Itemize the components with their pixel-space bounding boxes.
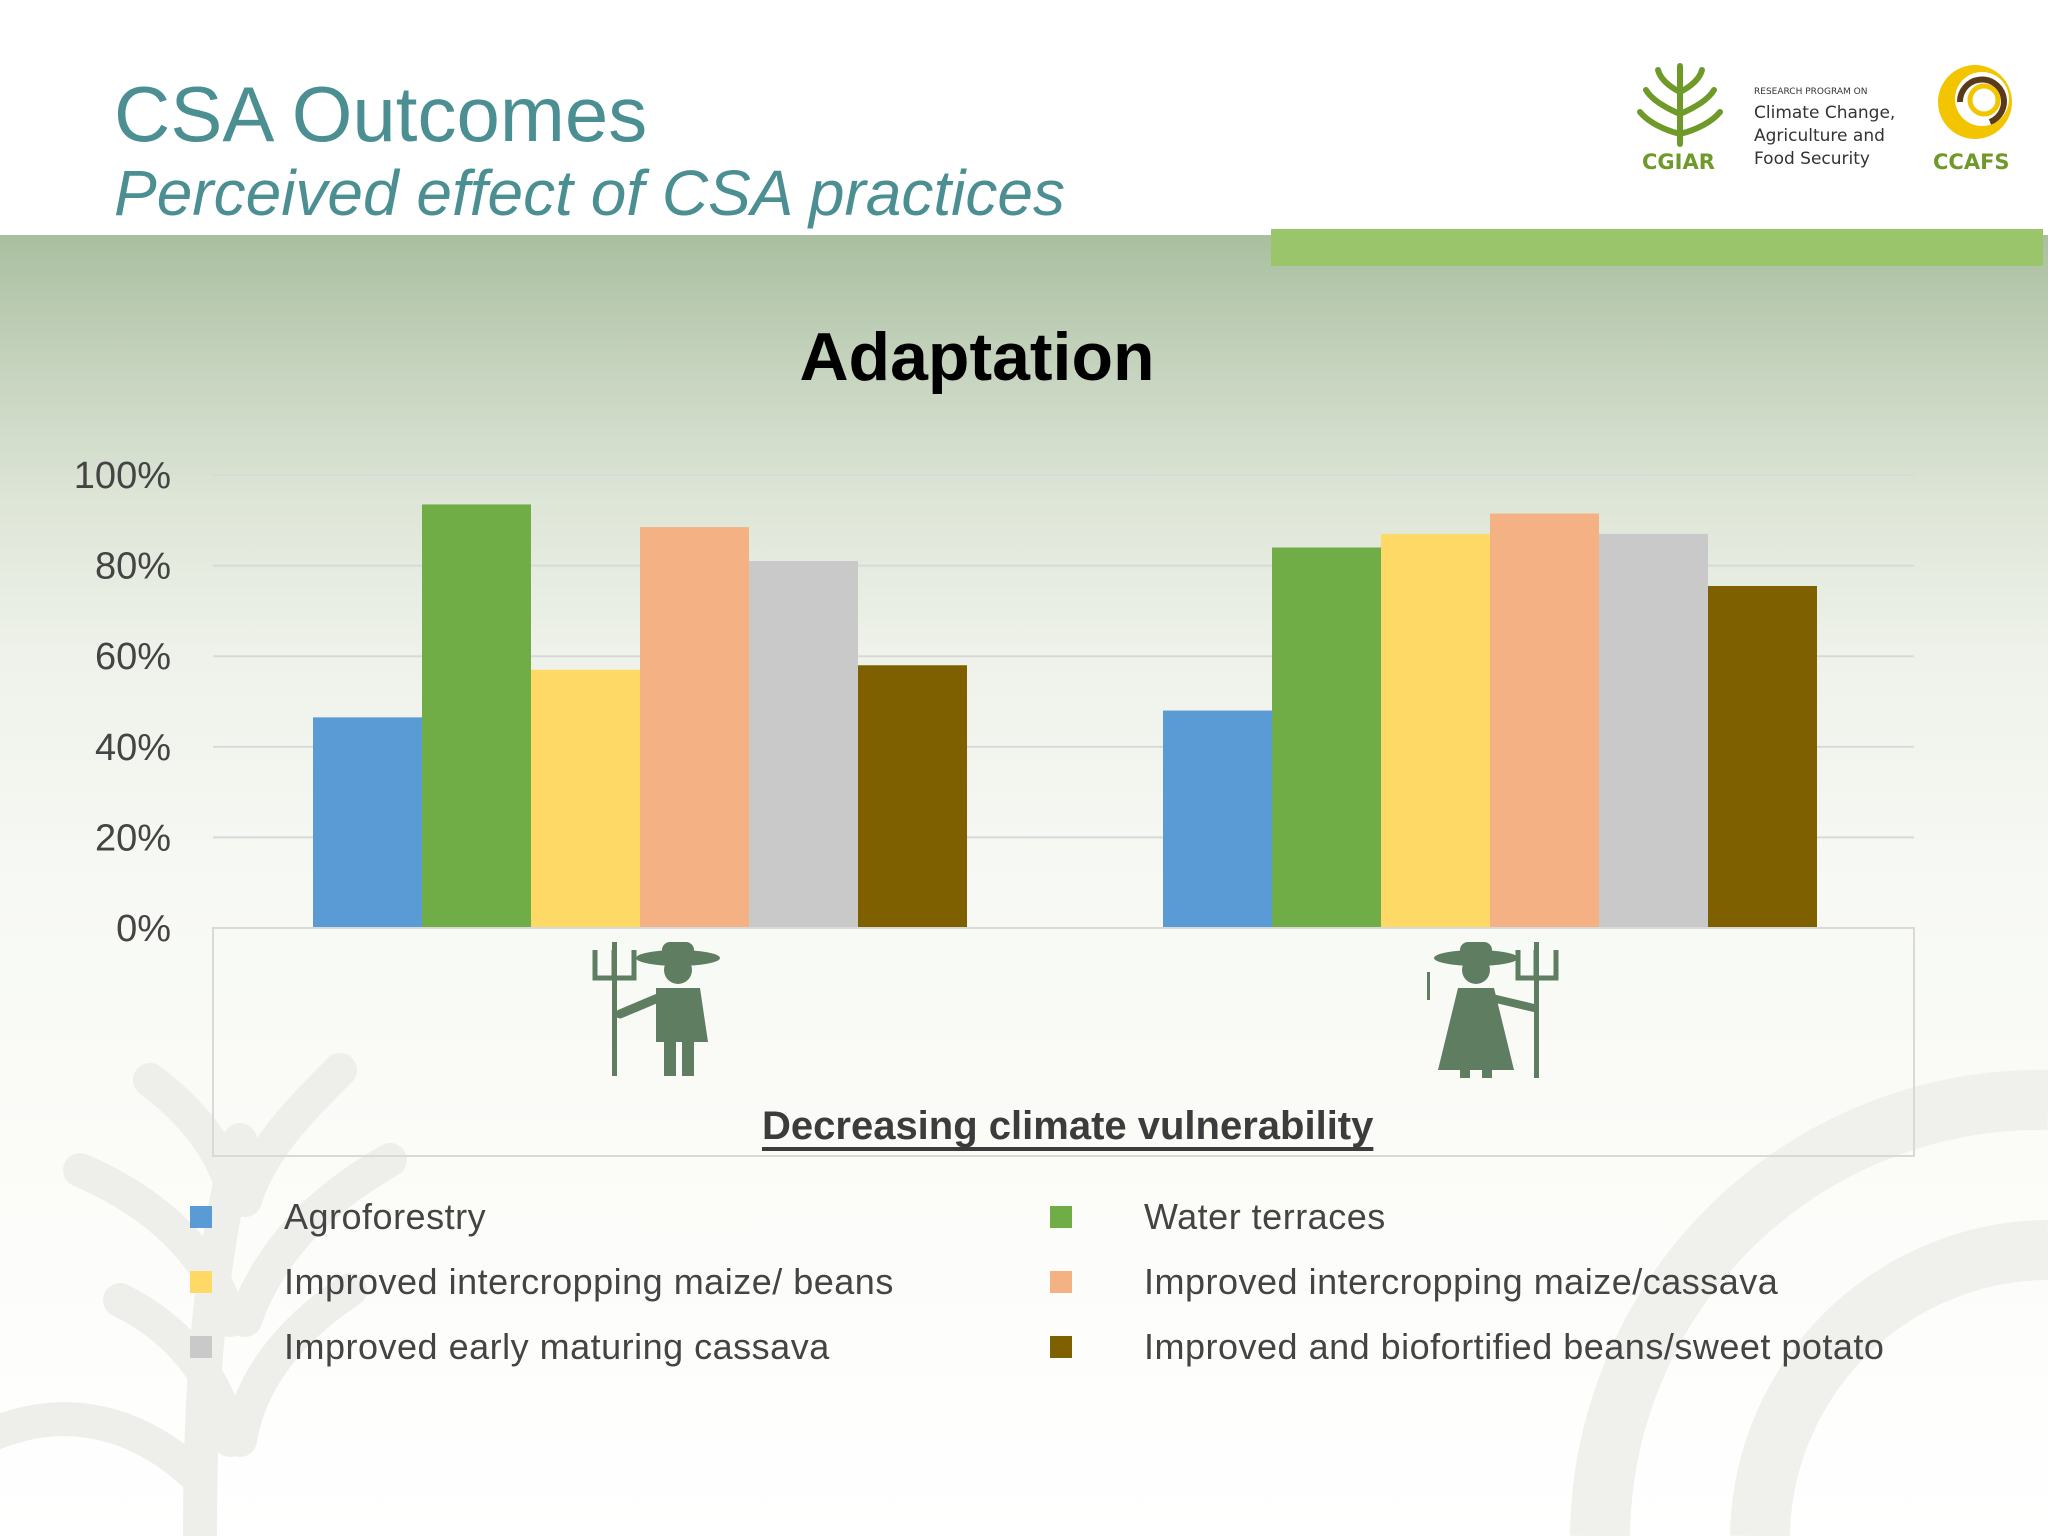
legend-label: Improved intercropping maize/ beans — [284, 1261, 894, 1302]
female-farmer-icon — [1427, 942, 1559, 1078]
plot-area-frame — [212, 927, 1915, 1157]
legend-swatch — [1050, 1336, 1072, 1358]
legend-item: Agroforestry — [190, 1192, 486, 1242]
bar-1-2 — [422, 504, 531, 928]
bar-2-2 — [1272, 547, 1381, 928]
legend-swatch — [190, 1206, 212, 1228]
legend-label: Improved and biofortified beans/sweet po… — [1144, 1326, 1885, 1367]
bar-2-1 — [1163, 710, 1272, 928]
bar-2-3 — [1381, 533, 1490, 928]
page-title: CSA Outcomes — [114, 70, 648, 158]
legend-item: Water terraces — [1050, 1192, 1386, 1242]
cgiar-text: CGIAR — [1642, 150, 1715, 174]
legend-swatch — [190, 1336, 212, 1358]
bar-1-4 — [640, 527, 749, 928]
bar-2-4 — [1490, 513, 1599, 928]
program-line3-text: Food Security — [1754, 149, 1870, 169]
legend-item: Improved early maturing cassava — [190, 1322, 830, 1372]
legend-item: Improved intercropping maize/cassava — [1050, 1257, 1778, 1307]
male-farmer-icon — [592, 942, 720, 1076]
bar-2-5 — [1599, 533, 1708, 928]
program-top-text: RESEARCH PROGRAM ON — [1754, 87, 1867, 97]
y-tick-label: 80% — [95, 546, 171, 588]
bar-1-1 — [313, 717, 422, 928]
ccafs-text: CCAFS — [1933, 150, 2010, 174]
legend-swatch — [190, 1271, 212, 1293]
legend-item: Improved intercropping maize/ beans — [190, 1257, 894, 1307]
y-tick-label: 60% — [95, 636, 171, 678]
page-subtitle: Perceived effect of CSA practices — [114, 157, 1065, 229]
legend-swatch — [1050, 1271, 1072, 1293]
bar-1-5 — [749, 561, 858, 928]
legend-label: Agroforestry — [284, 1196, 487, 1237]
accent-bar — [1271, 229, 2043, 266]
x-axis-label: Decreasing climate vulnerability — [762, 1104, 1374, 1148]
ccafs-swirl-icon — [1938, 65, 2012, 139]
legend-label: Improved intercropping maize/cassava — [1144, 1261, 1779, 1302]
y-tick-label: 0% — [116, 908, 171, 950]
legend-item: Improved and biofortified beans/sweet po… — [1050, 1322, 1884, 1372]
program-line1-text: Climate Change, — [1754, 103, 1895, 123]
legend-label: Water terraces — [1144, 1196, 1386, 1237]
chart-title: Adaptation — [799, 319, 1155, 395]
bar-1-3 — [531, 669, 640, 928]
bar-1-6 — [858, 665, 967, 928]
legend-swatch — [1050, 1206, 1072, 1228]
legend-label: Improved early maturing cassava — [284, 1326, 830, 1367]
y-tick-label: 20% — [95, 817, 171, 859]
y-tick-label: 100% — [74, 455, 171, 497]
cgiar-ccafs-logo: CGIAR RESEARCH PROGRAM ON Climate Change… — [1637, 63, 2012, 174]
program-line2-text: Agriculture and — [1754, 126, 1885, 146]
bar-2-6 — [1708, 585, 1817, 928]
y-tick-label: 40% — [95, 727, 171, 769]
cgiar-wheat-icon — [1637, 63, 1723, 147]
